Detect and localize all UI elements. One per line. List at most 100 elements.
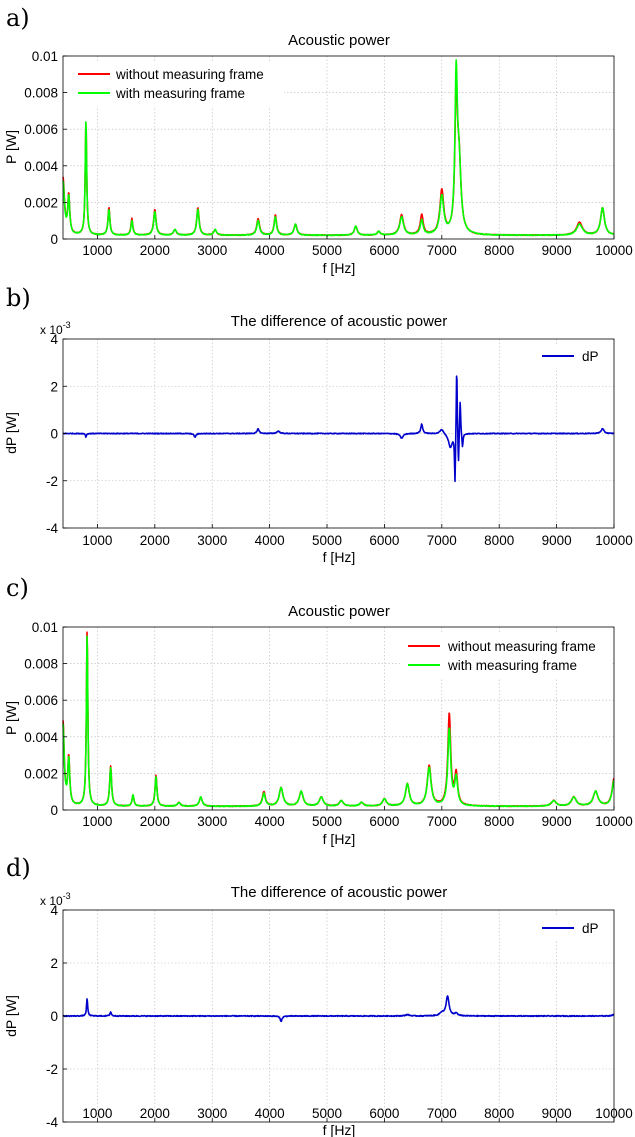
y-tick-label: 0.01 <box>32 49 58 64</box>
legend: dP <box>532 916 608 940</box>
y-axis-label: dP [W] <box>3 995 19 1037</box>
y-scale-factor: x 10-3 <box>40 320 71 337</box>
x-axis-label: f [Hz] <box>323 831 356 847</box>
x-tick-label: 6000 <box>369 533 399 548</box>
x-tick-label: 2000 <box>140 1106 170 1121</box>
y-tick-label: 0.002 <box>24 195 58 210</box>
x-tick-label: 8000 <box>484 243 514 258</box>
x-tick-label: 9000 <box>542 243 572 258</box>
x-axis-label: f [Hz] <box>323 549 356 565</box>
chart-title: Acoustic power <box>288 32 390 49</box>
x-tick-label: 9000 <box>542 533 572 548</box>
x-tick-label: 10000 <box>595 533 633 548</box>
x-tick-label: 2000 <box>140 533 170 548</box>
y-tick-label: 0.004 <box>24 730 58 745</box>
y-tick-label: 0.008 <box>24 86 58 101</box>
x-tick-label: 3000 <box>197 1106 227 1121</box>
x-tick-label: 5000 <box>312 533 342 548</box>
x-axis-label: f [Hz] <box>323 1122 356 1137</box>
chart-title: Acoustic power <box>288 603 390 620</box>
x-tick-label: 8000 <box>484 533 514 548</box>
legend-label-dp: dP <box>582 349 599 364</box>
panel-label: c) <box>6 574 29 602</box>
series-line-secondary <box>62 635 615 808</box>
chart-title: The difference of acoustic power <box>231 313 448 330</box>
x-tick-label: 7000 <box>427 533 457 548</box>
x-tick-label: 10000 <box>595 1106 633 1121</box>
y-tick-label: 4 <box>50 903 58 918</box>
x-tick-label: 2000 <box>140 814 170 829</box>
panel-label: a) <box>6 4 30 32</box>
x-tick-label: 6000 <box>369 243 399 258</box>
panel-c: c) Acoustic power 1000 2000 3000 4000 5000 60… <box>3 574 633 847</box>
x-tick-label: 1000 <box>82 533 112 548</box>
y-tick-label: 2 <box>50 379 58 394</box>
y-tick-label: 0.004 <box>24 159 58 174</box>
y-tick-label: -2 <box>46 474 58 489</box>
x-tick-label: 1000 <box>82 1106 112 1121</box>
legend-label-dp: dP <box>582 921 599 936</box>
y-tick-label: 0 <box>50 803 58 818</box>
axes-box <box>62 55 615 240</box>
x-tick-label: 3000 <box>197 533 227 548</box>
x-tick-label: 10000 <box>595 814 633 829</box>
series-line-secondary <box>62 59 615 237</box>
legend-box <box>70 62 284 106</box>
x-tick-label: 9000 <box>542 814 572 829</box>
y-tick-label: 0 <box>50 427 58 442</box>
y-tick-label: 4 <box>50 332 58 347</box>
x-tick-label: 5000 <box>312 1106 342 1121</box>
y-tick-label: 0.008 <box>24 657 58 672</box>
y-tick-label: -4 <box>46 1115 58 1130</box>
y-tick-label: 0.006 <box>24 122 58 137</box>
panel-label: d) <box>6 854 31 882</box>
series-line-primary <box>62 995 615 1023</box>
legend: without measuring frame with measuring f… <box>400 634 612 678</box>
x-tick-label: 7000 <box>427 814 457 829</box>
y-axis-label: dP [W] <box>3 412 19 454</box>
y-tick-label: -2 <box>46 1062 58 1077</box>
panel-d: d) The difference of acoustic power x 10… <box>3 854 633 1137</box>
x-tick-label: 3000 <box>197 814 227 829</box>
y-tick-label: 0 <box>50 232 58 247</box>
legend-label-with-frame: with measuring frame <box>115 86 245 101</box>
x-tick-label: 1000 <box>82 243 112 258</box>
legend: dP <box>532 344 608 368</box>
x-tick-label: 8000 <box>484 1106 514 1121</box>
legend-label-without-frame: without measuring frame <box>115 67 264 82</box>
y-axis-label: P [W] <box>3 701 19 735</box>
x-tick-label: 8000 <box>484 814 514 829</box>
series-line-primary <box>62 375 615 483</box>
x-tick-label: 6000 <box>369 1106 399 1121</box>
y-tick-label: 2 <box>50 956 58 971</box>
x-tick-label: 4000 <box>255 814 285 829</box>
axes-box <box>62 626 615 811</box>
x-tick-label: 3000 <box>197 243 227 258</box>
y-scale-factor: x 10-3 <box>40 891 71 908</box>
y-tick-label: 0.006 <box>24 693 58 708</box>
x-tick-label: 6000 <box>369 814 399 829</box>
panel-b: b) The difference of acoustic power x 10… <box>3 284 633 565</box>
x-tick-label: 5000 <box>312 814 342 829</box>
x-axis-label: f [Hz] <box>323 260 356 276</box>
chart-title: The difference of acoustic power <box>231 884 448 901</box>
x-tick-label: 4000 <box>255 1106 285 1121</box>
x-tick-label: 1000 <box>82 814 112 829</box>
legend-label-with-frame: with measuring frame <box>447 658 577 673</box>
panel-label: b) <box>6 284 31 312</box>
panel-a: a) Acoustic power 1000 2000 3000 4000 5000 60… <box>3 4 633 276</box>
y-axis-label: P [W] <box>3 130 19 164</box>
x-tick-label: 4000 <box>255 243 285 258</box>
y-tick-label: 0.002 <box>24 766 58 781</box>
y-tick-label: -4 <box>46 521 58 536</box>
x-tick-label: 7000 <box>427 1106 457 1121</box>
x-tick-label: 4000 <box>255 533 285 548</box>
x-tick-label: 7000 <box>427 243 457 258</box>
legend: without measuring frame with measuring f… <box>70 62 284 106</box>
x-tick-label: 9000 <box>542 1106 572 1121</box>
y-tick-label: 0 <box>50 1009 58 1024</box>
x-tick-label: 2000 <box>140 243 170 258</box>
x-tick-label: 10000 <box>595 243 633 258</box>
x-tick-label: 5000 <box>312 243 342 258</box>
legend-box <box>400 634 612 678</box>
